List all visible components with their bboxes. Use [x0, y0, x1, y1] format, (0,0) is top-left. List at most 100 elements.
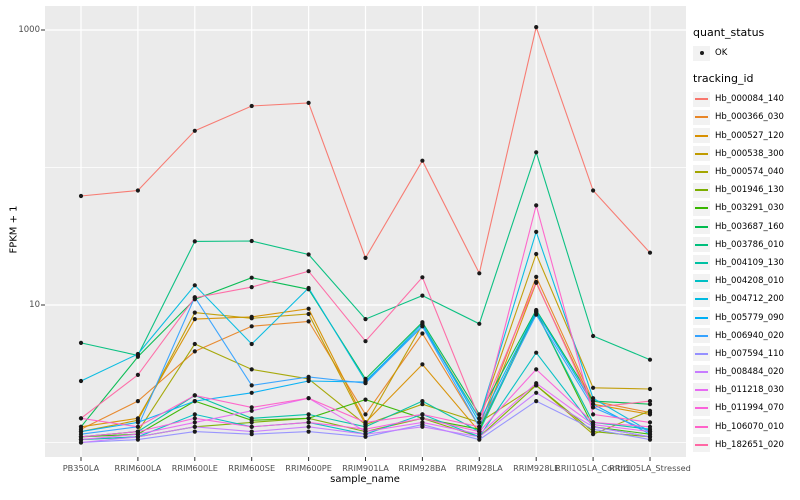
legend-key-box [693, 419, 710, 435]
data-point [420, 158, 425, 163]
legend-key-box [693, 182, 710, 198]
legend-line-swatch [695, 371, 708, 374]
data-point [192, 283, 197, 288]
x-axis-title: sample_name [330, 474, 400, 485]
data-point [591, 333, 596, 339]
data-point [591, 402, 596, 407]
data-point [306, 420, 311, 425]
legend-entry-Hb_005779_090: Hb_005779_090 [693, 308, 799, 326]
data-point [249, 424, 254, 429]
data-point [135, 399, 140, 404]
data-point [591, 420, 596, 425]
data-point [306, 252, 311, 257]
data-point [534, 150, 539, 155]
data-point [363, 412, 368, 417]
legend-entry-label: Hb_004712_200 [715, 294, 784, 305]
legend-entry-Hb_000527_120: Hb_000527_120 [693, 127, 799, 145]
legend-line-swatch [695, 152, 708, 155]
legend-line-swatch [695, 98, 708, 101]
data-point [534, 309, 539, 314]
data-point [192, 349, 197, 354]
data-point [591, 188, 596, 193]
data-point [192, 393, 197, 398]
data-point [420, 399, 425, 404]
data-point [534, 350, 539, 355]
legend-line-swatch [695, 225, 708, 228]
data-point [306, 269, 311, 274]
legend-key-box [693, 346, 710, 362]
data-point [192, 310, 197, 315]
legend-entry-label: Hb_006940_020 [715, 330, 784, 341]
data-point [420, 275, 425, 280]
data-point [78, 193, 84, 199]
data-point [135, 429, 140, 434]
data-point [363, 420, 368, 425]
data-point [420, 362, 425, 367]
data-point [534, 367, 539, 372]
legend-key-box [693, 45, 710, 61]
data-point [306, 311, 311, 317]
data-point [534, 381, 539, 386]
data-point [192, 128, 197, 133]
legend-key-box [693, 382, 710, 398]
data-point [420, 412, 425, 417]
legend-entry-Hb_004208_010: Hb_004208_010 [693, 272, 799, 290]
legend-key-box [693, 109, 710, 125]
x-tick-label-RRII105LA_Stressed: RRII105LA_Stressed [609, 463, 691, 473]
data-point [363, 317, 368, 322]
data-point [249, 275, 254, 280]
data-point [135, 351, 140, 357]
ok-point-icon [699, 51, 704, 56]
data-point [249, 324, 254, 329]
legend-key-box [693, 200, 710, 216]
legend-entry-ok: OK [693, 44, 799, 62]
legend-key-box [693, 400, 710, 416]
data-point [306, 100, 311, 105]
legend-key-box [693, 219, 710, 235]
legend-entry-Hb_182651_020: Hb_182651_020 [693, 436, 799, 454]
data-point [78, 340, 84, 345]
legend-entry-Hb_004712_200: Hb_004712_200 [693, 290, 799, 308]
x-tick-label-RRIM600PE: RRIM600PE [285, 463, 332, 473]
data-point [249, 429, 254, 434]
legend-line-swatch [695, 425, 708, 428]
legend-line-swatch [695, 352, 708, 355]
data-point [420, 416, 425, 421]
data-point [477, 420, 482, 425]
legend-entry-Hb_000538_300: Hb_000538_300 [693, 145, 799, 163]
legend-entry-label: Hb_000538_300 [715, 148, 784, 159]
legend-entry-Hb_003291_030: Hb_003291_030 [693, 199, 799, 217]
legend-entry-label: Hb_011994_070 [715, 403, 784, 414]
data-point [192, 429, 197, 434]
legend-key-box [693, 291, 710, 307]
legend-entry-label: Hb_000527_120 [715, 130, 784, 141]
data-point [534, 274, 539, 279]
data-point [363, 381, 368, 386]
legend-entry-Hb_000084_140: Hb_000084_140 [693, 90, 799, 108]
data-point [192, 416, 197, 421]
data-point [477, 416, 482, 421]
legend-entry-Hb_106070_010: Hb_106070_010 [693, 418, 799, 436]
legend-line-swatch [695, 298, 708, 301]
legend-entry-label: Hb_007594_110 [715, 348, 784, 359]
data-point [591, 405, 596, 410]
legend-entry-Hb_007594_110: Hb_007594_110 [693, 345, 799, 363]
x-tick-label-RRII105LA_Control: RRII105LA_Control [555, 463, 632, 473]
legend-tracking-entries: Hb_000084_140 Hb_000366_030 Hb_000527_120 H… [693, 90, 799, 454]
data-point [477, 321, 482, 326]
data-point [306, 378, 311, 384]
data-point [78, 434, 84, 439]
data-point [591, 399, 596, 404]
legend-line-swatch [695, 243, 708, 246]
data-point [192, 420, 197, 425]
data-point [306, 319, 311, 324]
data-point [135, 188, 140, 193]
legend-entry-Hb_003687_160: Hb_003687_160 [693, 218, 799, 236]
data-point [420, 293, 425, 298]
data-point [363, 255, 368, 260]
data-point [477, 429, 482, 434]
data-point [192, 341, 197, 347]
data-point [249, 238, 254, 244]
legend-entry-label: Hb_004109_130 [715, 257, 784, 268]
